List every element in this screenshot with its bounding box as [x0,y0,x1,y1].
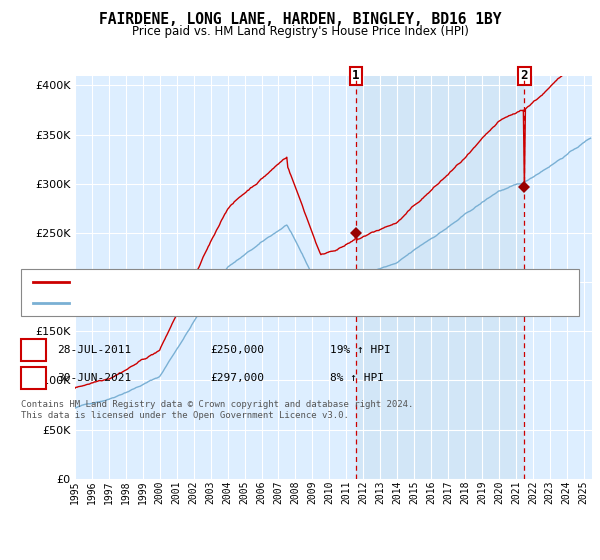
Text: £250,000: £250,000 [210,345,264,355]
Text: HPI: Average price, detached house, Bradford: HPI: Average price, detached house, Brad… [78,298,353,308]
Text: FAIRDENE, LONG LANE, HARDEN, BINGLEY, BD16 1BY: FAIRDENE, LONG LANE, HARDEN, BINGLEY, BD… [99,12,501,27]
Text: Contains HM Land Registry data © Crown copyright and database right 2024.
This d: Contains HM Land Registry data © Crown c… [21,400,413,420]
Text: FAIRDENE, LONG LANE, HARDEN, BINGLEY, BD16 1BY (detached house): FAIRDENE, LONG LANE, HARDEN, BINGLEY, BD… [78,277,472,287]
Bar [356,76,524,479]
Text: 2: 2 [30,371,37,385]
Text: £297,000: £297,000 [210,373,264,383]
Text: 19% ↑ HPI: 19% ↑ HPI [330,345,391,355]
Text: 30-JUN-2021: 30-JUN-2021 [57,373,131,383]
Text: 1: 1 [30,343,37,357]
Text: 2: 2 [521,69,528,82]
Text: 1: 1 [352,69,360,82]
Text: 28-JUL-2011: 28-JUL-2011 [57,345,131,355]
Text: Price paid vs. HM Land Registry's House Price Index (HPI): Price paid vs. HM Land Registry's House … [131,25,469,38]
Text: 8% ↑ HPI: 8% ↑ HPI [330,373,384,383]
